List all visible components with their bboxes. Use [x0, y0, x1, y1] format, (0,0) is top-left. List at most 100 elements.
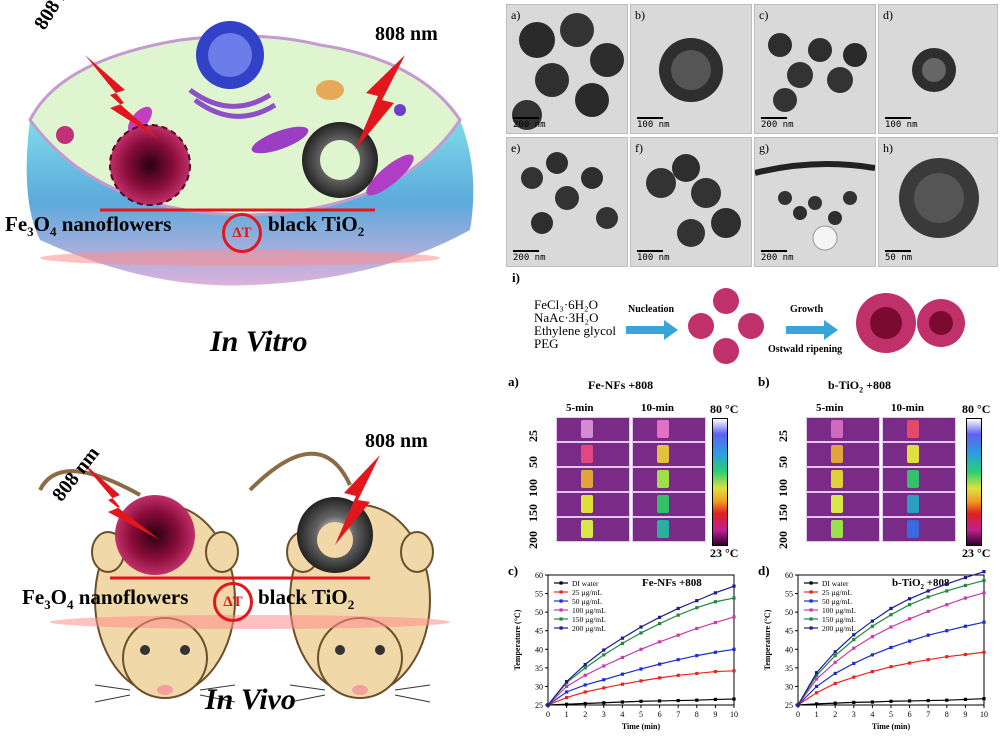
data-point — [695, 606, 699, 610]
data-point — [870, 700, 874, 704]
data-point — [546, 703, 550, 707]
panel-label: h) — [883, 141, 893, 155]
data-point — [676, 698, 680, 703]
tem-image — [912, 48, 956, 92]
data-point — [982, 620, 986, 624]
thermal-cell — [632, 492, 706, 517]
data-point — [926, 589, 930, 593]
data-point — [945, 589, 949, 593]
data-point — [583, 701, 587, 706]
scale-max: 80 °C — [962, 402, 991, 416]
data-point — [583, 662, 587, 667]
data-point — [926, 595, 930, 599]
panel-label: e) — [511, 141, 521, 155]
data-point — [583, 673, 587, 677]
tem-panel-f: f) 100 nm — [630, 137, 752, 267]
legend-marker — [559, 617, 563, 621]
data-point — [583, 666, 587, 670]
data-point — [815, 673, 819, 677]
data-point — [908, 603, 912, 607]
series-line — [797, 621, 985, 706]
data-point — [713, 650, 717, 654]
tem-panel-h: h) 50 nm — [878, 137, 998, 267]
x-axis-label: Time (min) — [622, 722, 661, 731]
y-tick-label: 55 — [785, 590, 793, 599]
data-point — [676, 613, 680, 617]
scale-bar-label: 100 nm — [885, 120, 918, 130]
data-point — [852, 633, 856, 637]
data-point — [732, 647, 736, 651]
reagent-list: FeCl₃·6H₂O NaAc·3H₂O Ethylene glycol PEG — [534, 298, 616, 350]
tem-image — [659, 38, 723, 102]
y-tick-label: 40 — [535, 645, 543, 654]
data-point — [796, 703, 800, 707]
y-tick-label: 25 — [535, 701, 543, 710]
data-point — [658, 640, 662, 644]
data-point — [870, 635, 874, 639]
delta-t-badge: ΔT — [222, 213, 262, 253]
data-point — [982, 570, 986, 574]
y-tick-label: 60 — [785, 571, 793, 580]
thermal-cell — [632, 442, 706, 467]
data-point — [713, 697, 717, 702]
tem-image — [768, 33, 867, 112]
data-point — [658, 699, 662, 703]
y-tick-label: 50 — [535, 608, 543, 617]
row-label: 25 — [526, 430, 540, 442]
y-tick-label: 45 — [785, 627, 793, 636]
thermal-cell — [806, 517, 880, 542]
legend-marker — [809, 599, 813, 603]
legend-marker — [559, 590, 563, 594]
in-vitro-title: In Vitro — [210, 325, 308, 358]
data-point — [889, 613, 893, 617]
scale-min: 23 °C — [710, 546, 739, 560]
data-point — [639, 679, 643, 683]
y-tick-label: 55 — [535, 590, 543, 599]
x-tick-label: 4 — [870, 710, 874, 719]
x-tick-label: 1 — [815, 710, 819, 719]
data-point — [945, 582, 949, 586]
tem-panel-d: d) 100 nm — [878, 4, 998, 134]
data-point — [945, 603, 949, 607]
in-vivo-illustration: 808 nm 808 nm Fe3O4 nanoflowers ΔT black… — [0, 400, 490, 733]
panel-label: g) — [759, 141, 769, 155]
data-point — [815, 691, 819, 695]
legend-label: 100 µg/mL — [572, 606, 606, 615]
scale-bar-label: 100 nm — [637, 120, 670, 130]
fe3o4-label: Fe3O4 nanoflowers — [22, 585, 189, 613]
scale-bar-label: 50 nm — [885, 253, 913, 263]
thermal-cell — [882, 467, 956, 492]
legend-label: 150 µg/mL — [572, 615, 606, 624]
x-axis-label: Time (min) — [872, 722, 911, 731]
y-axis-label: Temperature (°C) — [513, 609, 522, 670]
data-point — [713, 620, 717, 625]
col-header: 10-min — [891, 402, 924, 414]
data-point — [565, 702, 569, 706]
data-point — [870, 653, 874, 657]
data-point — [852, 700, 856, 704]
data-point — [713, 600, 717, 604]
data-point — [852, 675, 856, 679]
data-point — [676, 658, 680, 662]
data-point — [908, 661, 912, 665]
row-label: 150 — [526, 504, 540, 522]
data-point — [620, 636, 624, 640]
data-point — [602, 648, 606, 652]
legend-label: 25 µg/mL — [822, 588, 852, 597]
data-point — [870, 624, 874, 628]
legend-marker — [559, 599, 563, 603]
data-point — [676, 673, 680, 677]
row-label: 50 — [776, 456, 790, 468]
data-point — [852, 638, 856, 642]
thermal-cell — [632, 517, 706, 542]
panel-label: i) — [512, 270, 520, 285]
data-point — [982, 591, 986, 595]
panel-label: d) — [883, 8, 893, 22]
in-vivo-title: In Vivo — [205, 683, 296, 716]
data-point — [620, 700, 624, 704]
legend-label: 100 µg/mL — [822, 606, 856, 615]
tem-panel-a: a) 200 nm — [506, 4, 628, 134]
data-point — [889, 665, 893, 669]
growth-label: Growth — [790, 304, 824, 315]
